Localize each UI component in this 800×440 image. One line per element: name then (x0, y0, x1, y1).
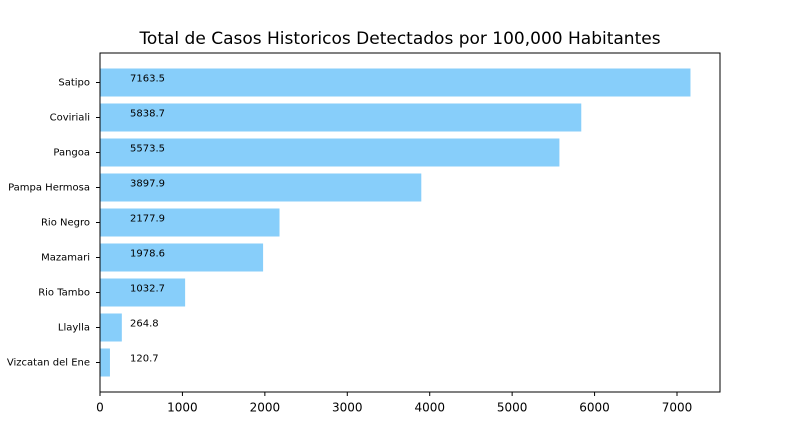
value-label: 1978.6 (130, 248, 165, 259)
value-label: 120.7 (130, 353, 159, 364)
x-tick-label: 6000 (579, 401, 610, 415)
value-label: 5573.5 (130, 144, 165, 155)
bar (100, 243, 264, 272)
bar (100, 348, 110, 377)
bar (100, 138, 560, 167)
plot-frame (99, 52, 721, 393)
y-tick-label: Pampa Hermosa (8, 183, 90, 194)
y-tick-label: Pangoa (53, 148, 90, 159)
y-tick-label: Vizcatan del Ene (7, 357, 90, 368)
x-tick-label: 2000 (250, 401, 281, 415)
value-label: 5838.7 (130, 109, 165, 120)
bar (100, 208, 280, 237)
bar (100, 68, 691, 97)
bar (100, 103, 582, 132)
y-tick-label: Satipo (58, 78, 90, 89)
bar (100, 173, 422, 202)
x-tick-label: 4000 (414, 401, 445, 415)
x-tick-label: 5000 (497, 401, 528, 415)
x-tick-label: 3000 (332, 401, 363, 415)
value-label: 264.8 (130, 318, 159, 329)
value-label: 3897.9 (130, 179, 165, 190)
value-label: 7163.5 (130, 74, 165, 85)
bar (100, 313, 122, 342)
chart-title: Total de Casos Historicos Detectados por… (138, 29, 660, 49)
value-label: 1032.7 (130, 283, 165, 294)
x-tick-label: 7000 (662, 401, 693, 415)
y-tick-label: Llaylla (58, 322, 90, 333)
bar (100, 278, 186, 307)
x-tick-label: 1000 (167, 401, 198, 415)
x-tick-label: 0 (96, 401, 104, 415)
y-tick-label: Mazamari (41, 252, 90, 263)
value-label: 2177.9 (130, 214, 165, 225)
y-tick-label: Rio Tambo (38, 287, 90, 298)
y-tick-label: Rio Negro (41, 218, 90, 229)
y-tick-label: Coviriali (50, 113, 90, 124)
